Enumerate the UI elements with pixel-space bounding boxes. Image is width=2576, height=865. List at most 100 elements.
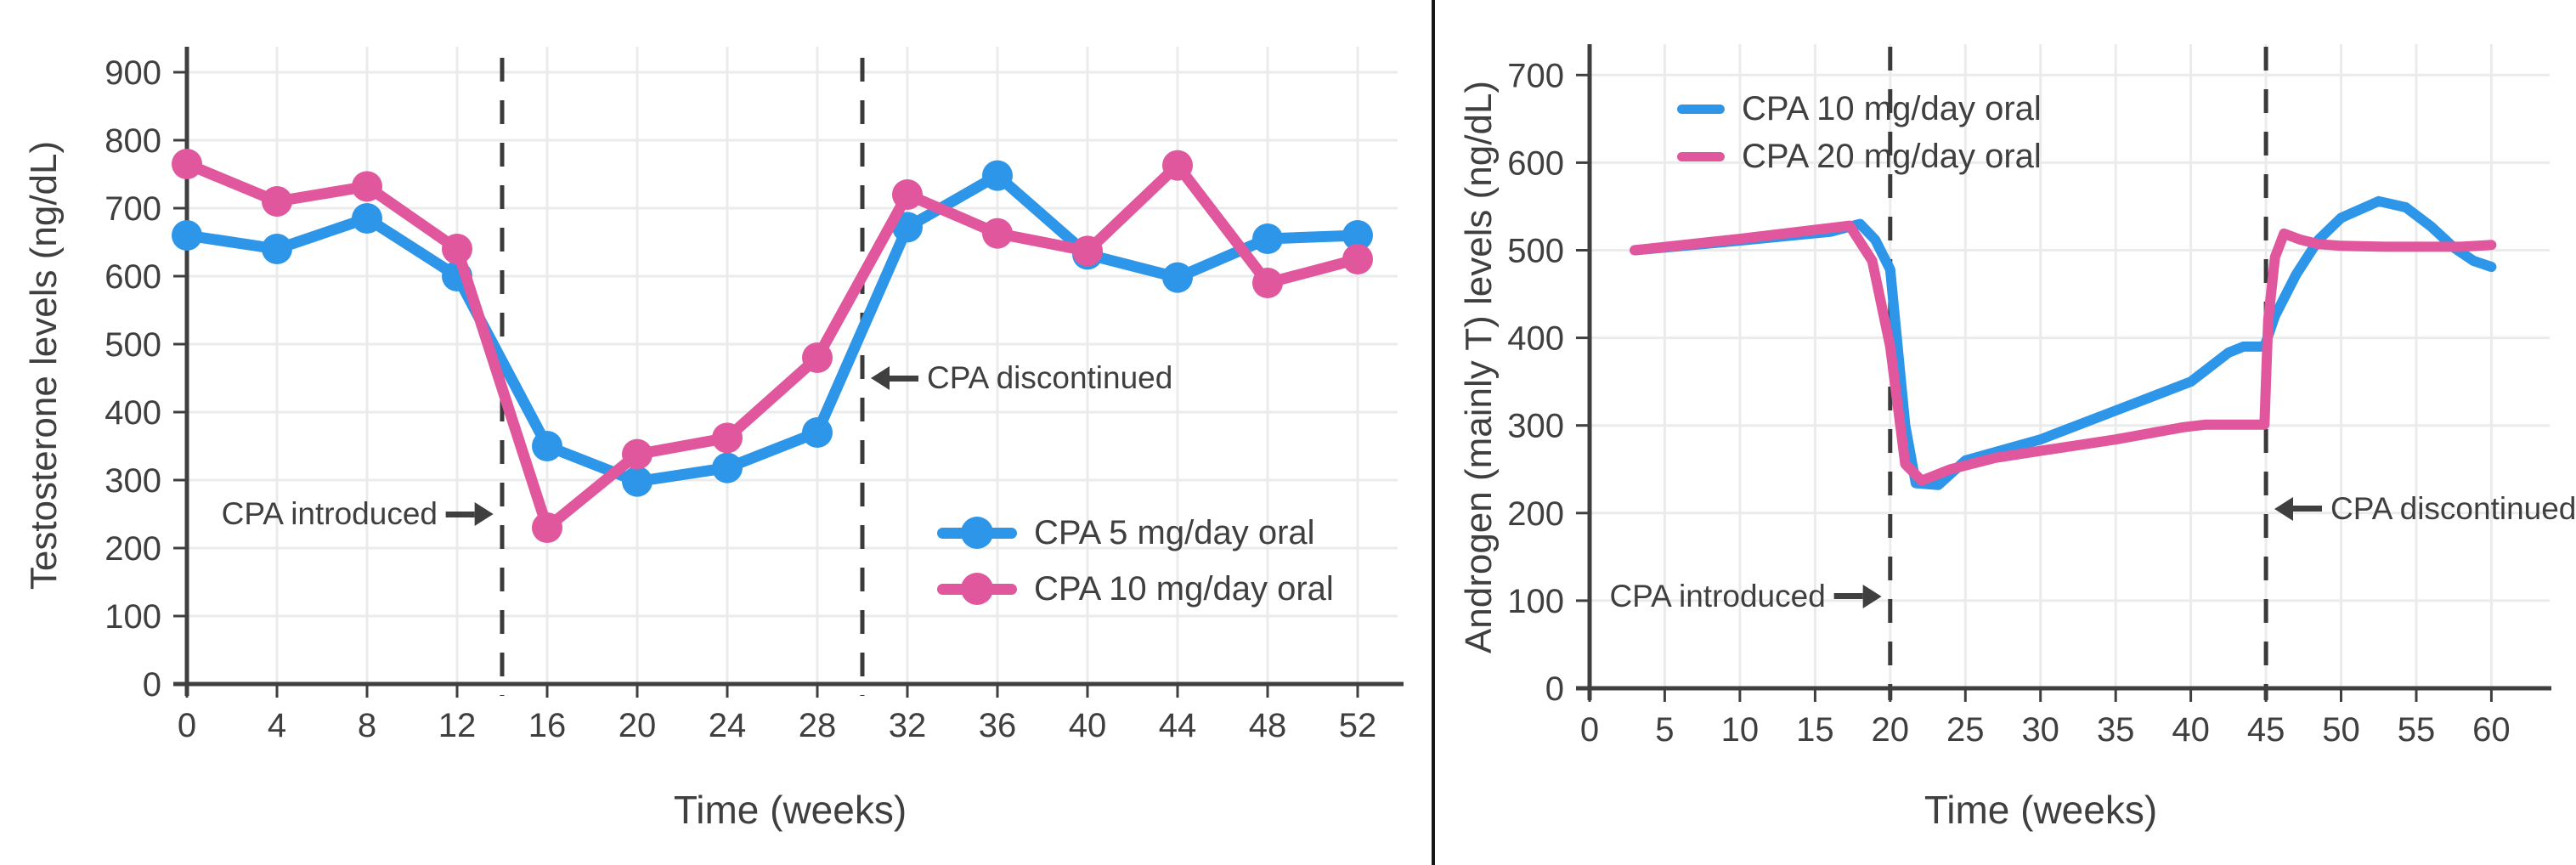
- series-line: [181, 170, 1364, 488]
- y-tick-label: 700: [105, 190, 161, 228]
- annotation-text: CPA discontinued: [2330, 490, 2576, 526]
- data-point-marker: [262, 234, 292, 264]
- legend-line-with-dot-icon: [937, 517, 1017, 549]
- x-tick-label: 36: [979, 707, 1017, 744]
- x-tick-label: 15: [1796, 711, 1834, 749]
- data-point-marker: [892, 179, 923, 210]
- y-tick-label: 600: [105, 258, 161, 296]
- x-tick-label: 44: [1159, 707, 1197, 744]
- left-arrow-icon: [2293, 506, 2323, 512]
- data-point-marker: [532, 431, 562, 461]
- y-tick-label: 0: [143, 666, 161, 704]
- data-point-marker: [712, 422, 743, 454]
- x-tick-label: 8: [358, 707, 376, 744]
- y-tick-label: 100: [105, 598, 161, 636]
- data-point-marker: [352, 171, 382, 202]
- legend-label: CPA 20 mg/day oral: [1742, 137, 2042, 175]
- x-tick-label: 28: [799, 707, 837, 744]
- data-point-marker: [442, 234, 472, 264]
- x-tick-label: 30: [2021, 711, 2059, 749]
- data-point-marker: [1162, 150, 1193, 181]
- data-point-marker: [1252, 268, 1283, 298]
- series-line: [1630, 195, 2497, 490]
- androgen-chart-panel: 0 5 10 15 20 25 30 35 40 45 50 55 60 0 100 200 300 400 500…: [1435, 0, 2576, 865]
- right-arrow-icon: [446, 511, 475, 517]
- x-tick-label: 32: [889, 707, 927, 744]
- annotation-text: CPA introduced: [221, 496, 438, 531]
- data-point-marker: [622, 466, 652, 497]
- x-tick-label: 12: [438, 707, 477, 744]
- right-legend: CPA 10 mg/day oral CPA 20 mg/day oral: [1677, 85, 2042, 180]
- panel-divider: [1432, 0, 1435, 865]
- y-tick-label: 0: [1545, 670, 1564, 708]
- data-point-marker: [712, 452, 743, 483]
- y-tick-label: 200: [1507, 495, 1564, 533]
- data-point-marker: [172, 220, 202, 251]
- y-tick-label: 300: [1507, 408, 1564, 445]
- data-point-marker: [532, 512, 562, 543]
- left-arrow-icon: [890, 375, 918, 382]
- right-x-axis-title: Time (weeks): [1924, 788, 2158, 832]
- right-arrow-head-icon: [475, 502, 494, 526]
- left-arrow-head-icon: [871, 366, 890, 390]
- x-tick-label: 40: [1069, 707, 1107, 744]
- x-tick-label: 5: [1655, 711, 1674, 749]
- data-point-marker: [1252, 223, 1283, 254]
- legend-item-cpa-10: CPA 10 mg/day oral: [1677, 85, 2042, 133]
- y-tick-label: 200: [105, 530, 161, 568]
- x-tick-label: 25: [1946, 711, 1985, 749]
- data-point-marker: [982, 160, 1013, 191]
- data-point-marker: [352, 203, 382, 234]
- x-tick-label: 4: [268, 707, 286, 744]
- data-point-marker: [1342, 244, 1373, 274]
- annotation-text: CPA discontinued: [927, 360, 1173, 395]
- y-tick-label: 100: [1507, 583, 1564, 620]
- data-point-marker: [1342, 220, 1373, 251]
- data-point-marker: [262, 186, 292, 217]
- data-point-marker: [802, 417, 833, 448]
- left-x-axis-title: Time (weeks): [673, 788, 907, 832]
- right-arrow-head-icon: [1862, 584, 1882, 608]
- x-tick-label: 16: [528, 707, 567, 744]
- legend-item-cpa-5: CPA 5 mg/day oral: [937, 505, 1334, 561]
- androgen-plot-area: 0 5 10 15 20 25 30 35 40 45 50 55 600100200300400500…: [1507, 44, 2551, 749]
- x-tick-label: 20: [619, 707, 657, 744]
- x-tick-label: 48: [1249, 707, 1287, 744]
- data-point-marker: [172, 149, 202, 179]
- x-tick-label: 0: [178, 707, 196, 744]
- data-point-marker: [982, 218, 1013, 249]
- y-tick-label: 900: [105, 54, 161, 92]
- x-tick-label: 50: [2322, 711, 2360, 749]
- y-tick-label: 500: [105, 326, 161, 364]
- legend-label: CPA 10 mg/day oral: [1034, 569, 1334, 608]
- data-point-marker: [622, 438, 652, 470]
- x-tick-label: 10: [1721, 711, 1759, 749]
- y-tick-label: 400: [1507, 320, 1564, 358]
- left-legend: CPA 5 mg/day oral CPA 10 mg/day oral: [937, 505, 1334, 617]
- left-arrow-head-icon: [2274, 496, 2294, 521]
- data-point-marker: [1072, 235, 1103, 267]
- right-y-axis-title: Androgen (mainly T) levels (ng/dL): [1458, 80, 1500, 654]
- left-y-axis-title: Testosterone levels (ng/dL): [23, 140, 65, 591]
- legend-line-icon: [1677, 104, 1725, 114]
- annotation-cpa-discontinued: CPA discontinued: [871, 360, 1172, 396]
- annotation-cpa-introduced: CPA introduced: [222, 496, 494, 532]
- y-tick-label: 400: [105, 394, 161, 432]
- series-line: [181, 158, 1364, 534]
- x-tick-label: 35: [2097, 711, 2135, 749]
- x-tick-label: 24: [709, 707, 747, 744]
- x-tick-label: 45: [2247, 711, 2285, 749]
- legend-label: CPA 5 mg/day oral: [1034, 513, 1315, 551]
- x-tick-label: 0: [1580, 711, 1599, 749]
- legend-item-cpa-20: CPA 20 mg/day oral: [1677, 133, 2042, 180]
- data-point-marker: [802, 342, 833, 373]
- y-tick-label: 500: [1507, 233, 1564, 270]
- x-tick-label: 40: [2172, 711, 2210, 749]
- series-line: [1630, 220, 2497, 486]
- x-tick-label: 20: [1872, 711, 1910, 749]
- x-tick-label: 52: [1339, 707, 1377, 744]
- legend-label: CPA 10 mg/day oral: [1742, 89, 2042, 127]
- testosterone-chart-panel: 0 4 8 12 16 20 24 28 32 36 40 44 48 52 0 100 200 300 400 50…: [23, 47, 1404, 832]
- data-point-marker: [1162, 262, 1193, 293]
